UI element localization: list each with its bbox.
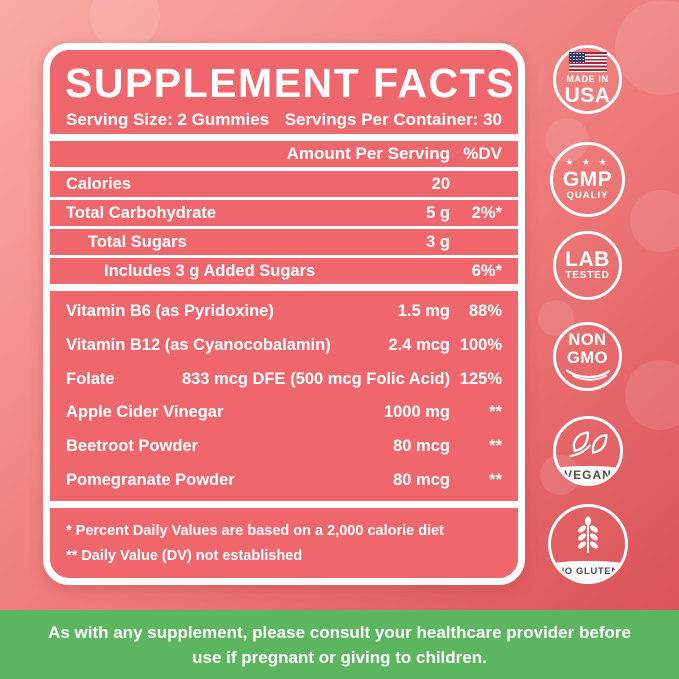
badge-no-gluten-label: NO GLUTEN	[551, 560, 625, 581]
nutrient-amount: 20	[431, 174, 450, 193]
nutrient-label: Calories	[66, 174, 132, 193]
ingredient-dv: **	[489, 403, 502, 422]
ingredient-label: Pomegranate Powder	[66, 470, 235, 489]
leaf-icon	[569, 431, 608, 458]
badge-vegan-label: VEGAN	[556, 465, 620, 483]
disclaimer-banner: As with any supplement, please consult y…	[0, 610, 679, 679]
divider	[50, 197, 518, 200]
badge-made-in-usa: MADE IN USA	[553, 45, 622, 114]
badge-usa-main-label: USA	[564, 83, 611, 107]
divider	[50, 226, 518, 229]
nutrient-dv: 6%*	[471, 261, 502, 280]
ingredient-label: Beetroot Powder	[66, 437, 199, 456]
divider	[50, 284, 518, 291]
serving-info: Serving Size: 2 Gummies Servings Per Con…	[65, 110, 503, 130]
sprout-swoosh-icon	[565, 369, 610, 381]
footnote-daily-values: * Percent Daily Values are based on a 2,…	[66, 523, 444, 539]
serving-size: Serving Size: 2 Gummies	[66, 110, 270, 129]
badge-no-gluten: NO GLUTEN	[548, 504, 628, 584]
badge-gmp-quality: ★ ★ ★ GMP QUALIY	[550, 142, 625, 217]
ingredient-amount: 833 mcg DFE (500 mcg Folic Acid)	[181, 369, 450, 388]
divider	[50, 501, 518, 508]
ingredient-dv: 88%	[468, 302, 502, 321]
table-row: Pomegranate Powder 80 mcg **	[50, 463, 518, 497]
badge-nongmo-line1: NON	[568, 331, 607, 350]
panel-header: SUPPLEMENT FACTS Serving Size: 2 Gummies…	[50, 50, 518, 134]
footnotes-section: * Percent Daily Values are based on a 2,…	[50, 508, 518, 578]
badge-non-gmo: NON GMO	[553, 322, 622, 391]
bokeh-circle	[615, 0, 679, 95]
divider	[50, 134, 518, 141]
ingredient-dv: 125%	[459, 369, 502, 388]
wheat-icon	[578, 516, 598, 553]
page-title: SUPPLEMENT FACTS	[65, 60, 515, 106]
badge-gmp-sub-label: QUALIY	[566, 189, 609, 201]
ingredient-dv: **	[489, 437, 502, 456]
nutrient-label: Includes 3 g Added Sugars	[104, 261, 316, 280]
ingredient-label: Apple Cider Vinegar	[66, 403, 224, 422]
badge-lab-main-label: LAB	[565, 248, 610, 272]
flag-canton	[568, 52, 585, 64]
ingredients-section: Vitamin B6 (as Pyridoxine) 1.5 mg 88% Vi…	[50, 291, 518, 501]
badge-vegan: VEGAN	[553, 416, 623, 486]
disclaimer-text: As with any supplement, please consult y…	[48, 622, 631, 667]
badge-lab-tested: LAB TESTED	[553, 231, 622, 300]
table-row: Apple Cider Vinegar 1000 mg **	[50, 396, 518, 430]
nutrient-amount: 3 g	[426, 232, 450, 251]
supplement-facts-panel: SUPPLEMENT FACTS Serving Size: 2 Gummies…	[43, 43, 525, 585]
nutrient-label: Total Carbohydrate	[66, 203, 217, 222]
nutrient-amount: 5 g	[426, 203, 450, 222]
table-row: Vitamin B6 (as Pyridoxine) 1.5 mg 88%	[50, 295, 518, 329]
footnote-dv-not-established: ** Daily Value (DV) not established	[66, 548, 303, 564]
ingredient-label: Folate	[66, 369, 115, 388]
nutrient-dv: 2%*	[471, 203, 502, 222]
servings-per-container: Servings Per Container: 30	[284, 110, 502, 129]
stars-icon: ★ ★ ★	[565, 157, 610, 168]
badge-nongmo-line2: GMO	[567, 348, 608, 367]
badge-lab-sub-label: TESTED	[565, 270, 610, 282]
ingredient-amount: 80 mcg	[393, 470, 450, 489]
table-row: Folate 833 mcg DFE (500 mcg Folic Acid) …	[50, 362, 518, 396]
ingredient-amount: 2.4 mcg	[388, 336, 450, 354]
table-row: Beetroot Powder 80 mcg **	[50, 430, 518, 464]
badge-gmp-main-label: GMP	[562, 167, 613, 191]
table-row: Vitamin B12 (as Cyanocobalamin) 2.4 mcg …	[50, 329, 518, 363]
bokeh-circle	[630, 190, 679, 252]
table-row: Calories 20	[50, 171, 518, 197]
table-header-row: Amount Per Serving %DV	[50, 141, 518, 167]
table-row: Total Carbohydrate 5 g 2%*	[50, 200, 518, 226]
ingredient-amount: 1000 mg	[383, 403, 450, 422]
ingredient-dv: **	[489, 470, 502, 489]
table-row: Includes 3 g Added Sugars 6%*	[50, 258, 518, 284]
ingredient-amount: 80 mcg	[393, 437, 450, 456]
badge-usa-top-label: MADE IN	[566, 74, 609, 85]
divider	[50, 167, 518, 171]
usa-flag-icon	[568, 52, 607, 74]
column-header-dv: %DV	[463, 144, 502, 163]
ingredient-dv: 100%	[459, 336, 502, 354]
nutrient-label: Total Sugars	[88, 232, 187, 251]
table-row: Total Sugars 3 g	[50, 229, 518, 255]
ingredient-amount: 1.5 mg	[397, 302, 450, 321]
divider	[50, 255, 518, 258]
ingredient-label: Vitamin B6 (as Pyridoxine)	[66, 302, 274, 321]
column-header-amount: Amount Per Serving	[286, 144, 450, 163]
ingredient-label: Vitamin B12 (as Cyanocobalamin)	[66, 336, 331, 354]
bokeh-circle	[625, 360, 679, 430]
